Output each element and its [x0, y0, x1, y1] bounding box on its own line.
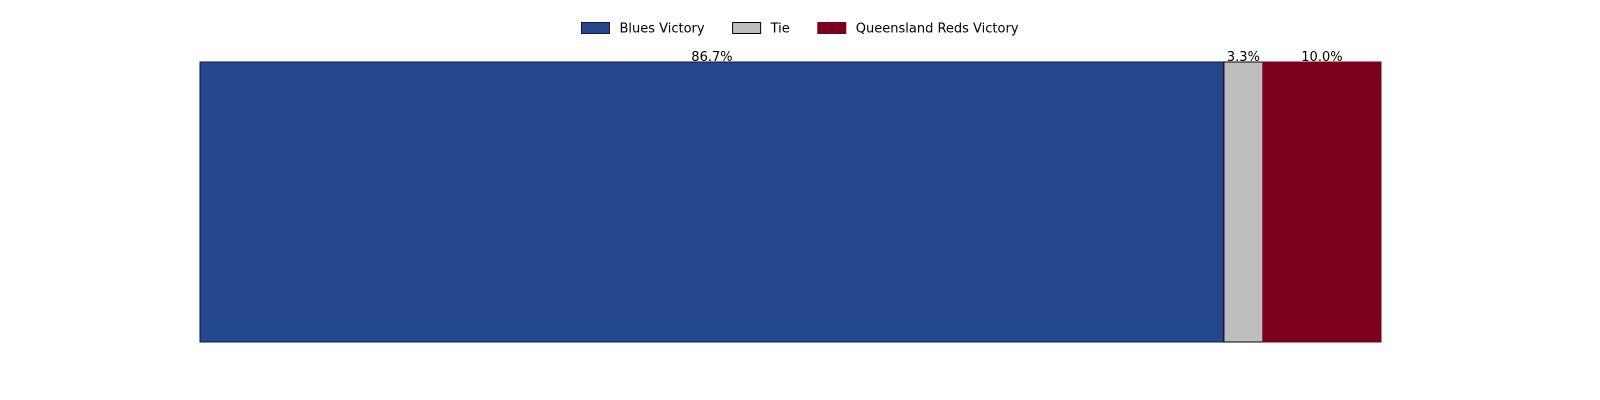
legend-item-blues-victory: Blues Victory [580, 22, 705, 37]
data-label-queensland-reds-victory: 10.0% [1301, 50, 1342, 65]
legend: Blues Victory Tie Queensland Reds Victory [580, 22, 1019, 37]
bar-segment-tie [1223, 61, 1264, 343]
data-label-blues-victory: 86.7% [691, 50, 732, 65]
data-label-tie: 3.3% [1227, 50, 1260, 65]
bar-segment-queensland-reds-victory [1262, 61, 1382, 343]
legend-swatch-tie [732, 22, 762, 34]
legend-item-queensland-reds-victory: Queensland Reds Victory [817, 22, 1019, 37]
legend-item-tie: Tie [732, 22, 790, 37]
legend-swatch-queensland-reds-victory [817, 22, 847, 34]
bar-segment-blues-victory [199, 61, 1225, 343]
bar-label-group: 86.7% 3.3% 10.0% [691, 50, 1342, 65]
legend-label-queensland-reds-victory: Queensland Reds Victory [856, 22, 1019, 37]
legend-label-tie: Tie [770, 22, 790, 37]
legend-swatch-blues-victory [580, 22, 610, 34]
bar-group [199, 61, 1382, 343]
legend-label-blues-victory: Blues Victory [619, 22, 704, 37]
